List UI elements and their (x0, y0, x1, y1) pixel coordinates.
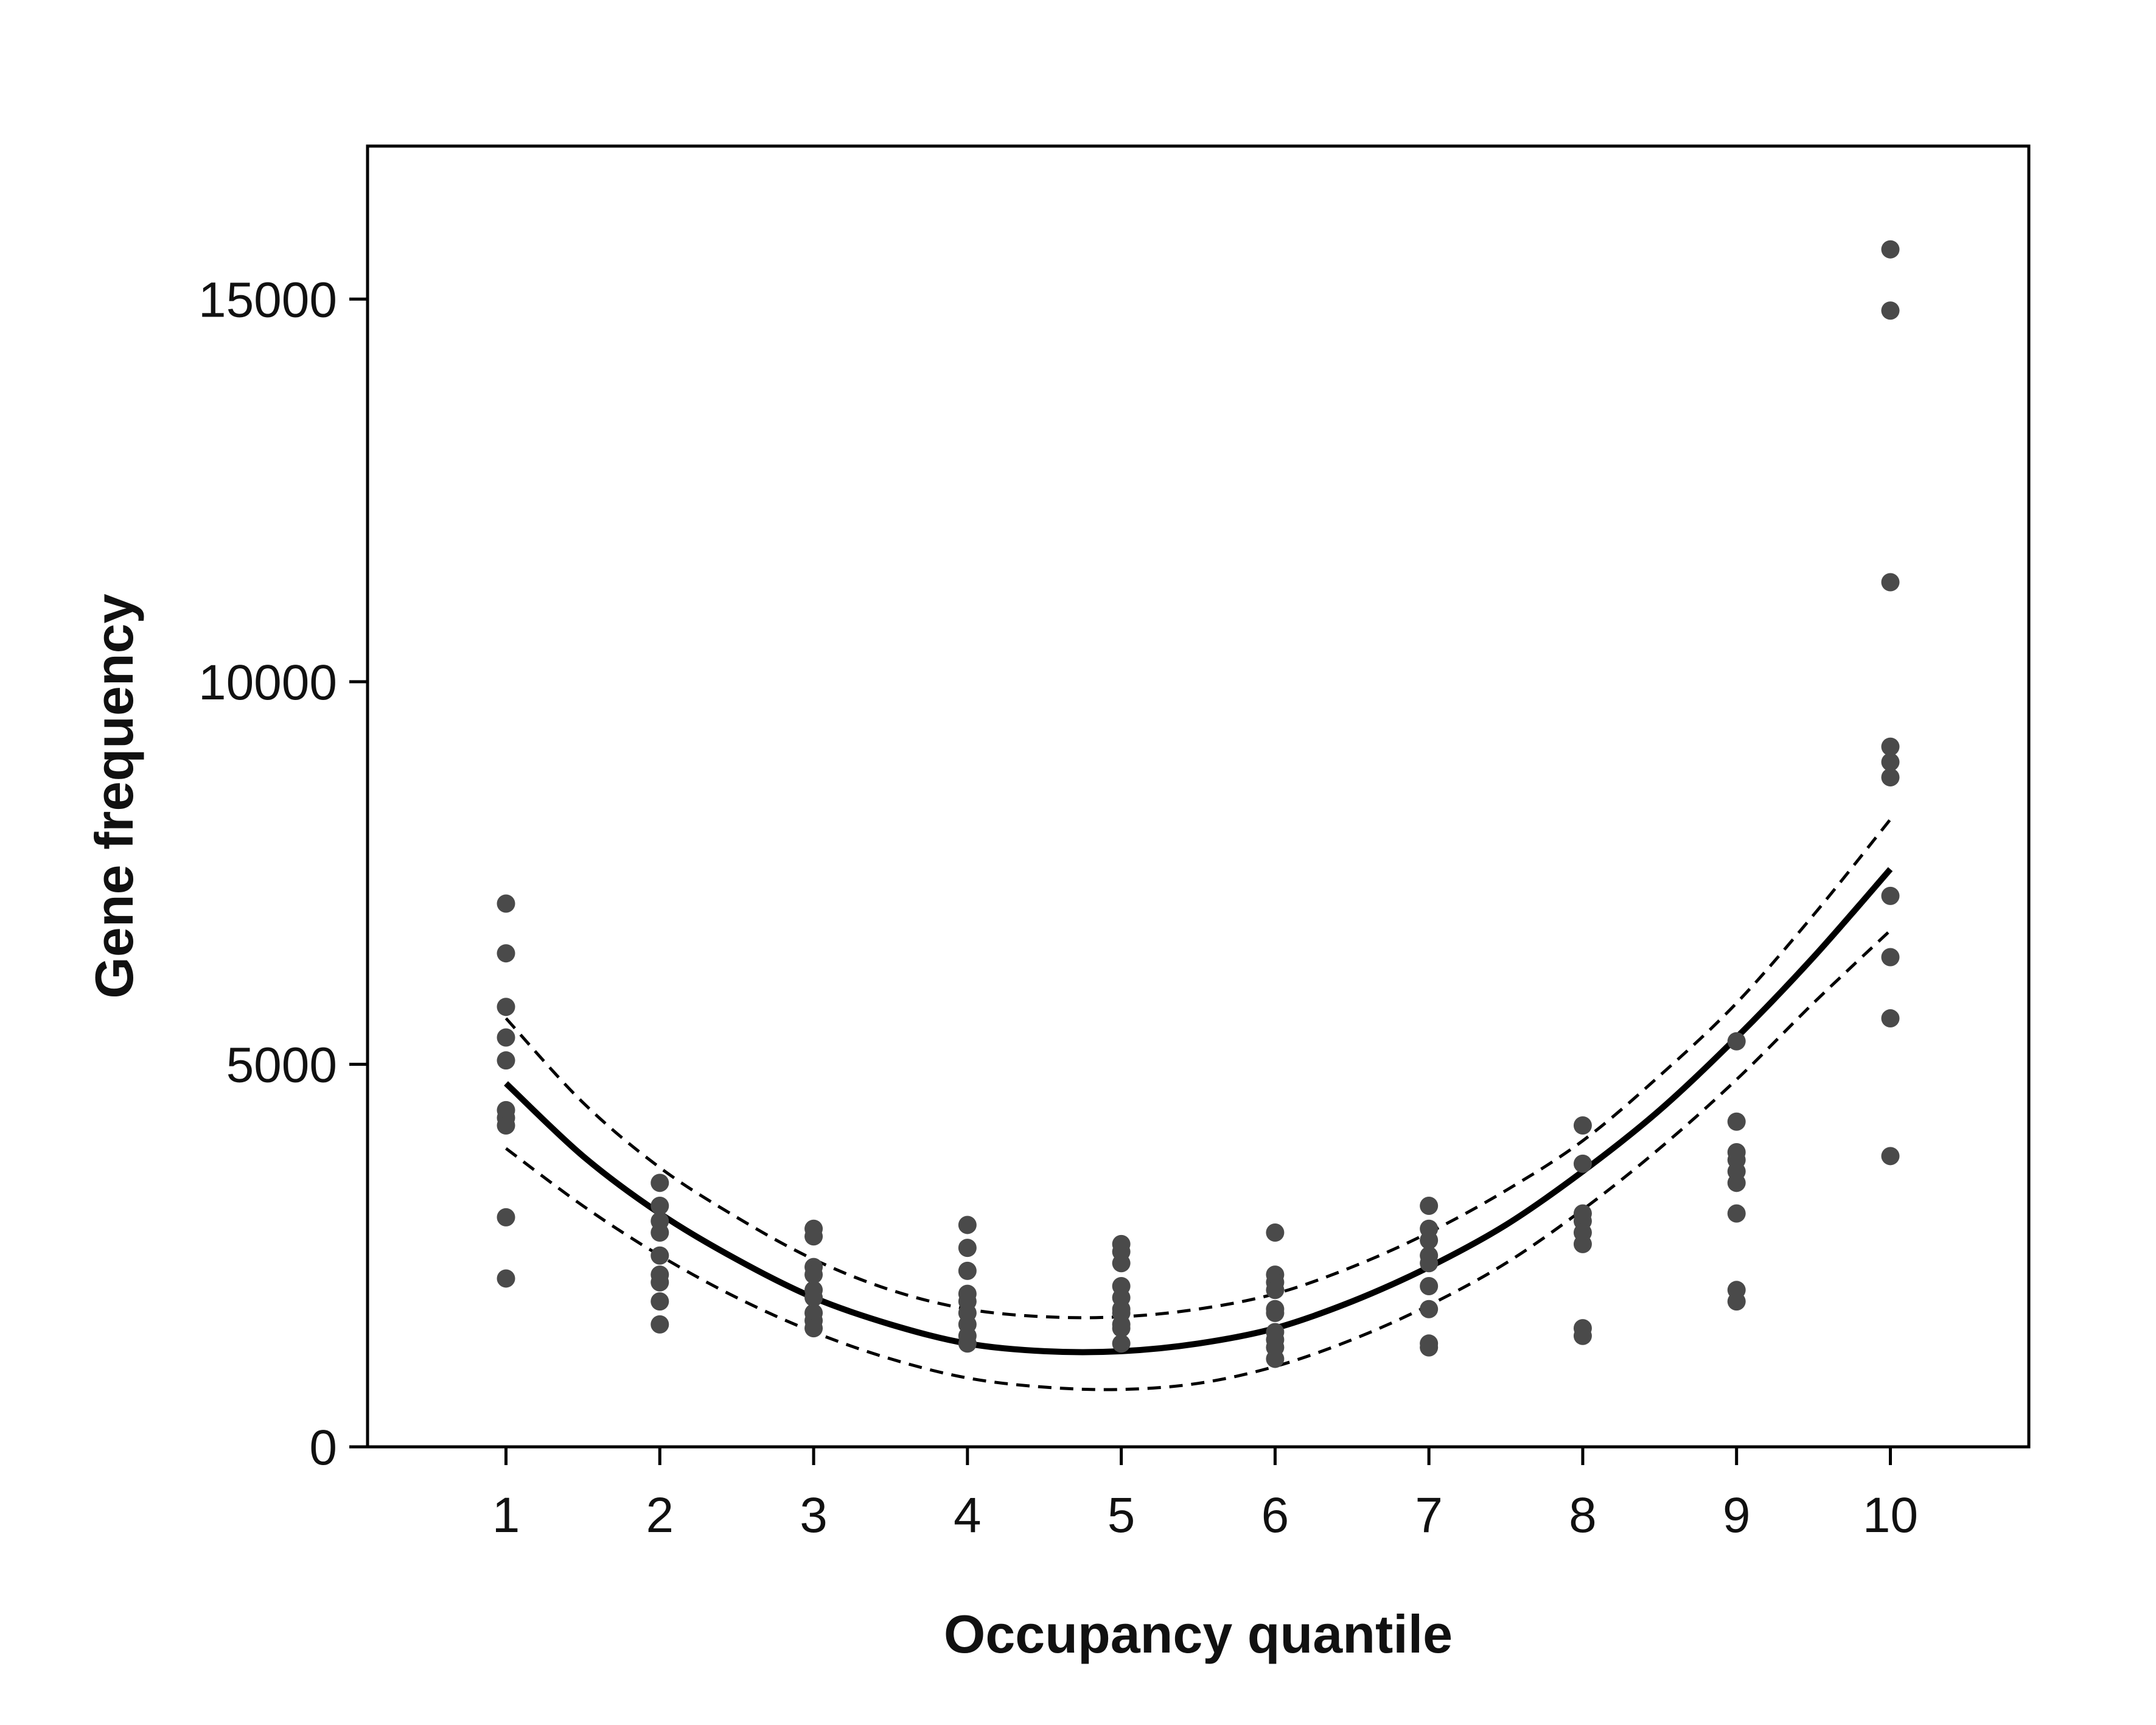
data-point (1266, 1223, 1285, 1242)
x-tick-label: 7 (1415, 1488, 1443, 1543)
data-point (1727, 1032, 1746, 1051)
data-point (1112, 1334, 1131, 1353)
x-tick-label: 6 (1261, 1488, 1289, 1543)
x-tick-label: 8 (1569, 1488, 1597, 1543)
data-point (958, 1334, 977, 1353)
lower-confidence-line (505, 929, 1892, 1391)
data-point (651, 1197, 669, 1216)
data-point (1881, 948, 1900, 967)
data-point (804, 1319, 823, 1338)
y-tick-label: 15000 (198, 272, 337, 327)
data-point (497, 1028, 515, 1047)
y-tick-label: 10000 (198, 655, 337, 710)
data-point (651, 1174, 669, 1192)
data-point (497, 944, 515, 963)
y-tick-label: 0 (309, 1420, 337, 1475)
data-point (651, 1315, 669, 1334)
data-point (1727, 1204, 1746, 1223)
data-point (1881, 573, 1900, 592)
data-point (1420, 1300, 1439, 1318)
data-point (1881, 301, 1900, 320)
data-point (497, 1269, 515, 1288)
data-point (1727, 1292, 1746, 1311)
data-point (804, 1227, 823, 1246)
data-point (1881, 886, 1900, 905)
data-point (1420, 1277, 1439, 1296)
data-point (1266, 1349, 1285, 1368)
data-point (651, 1223, 669, 1242)
data-point (1112, 1319, 1131, 1338)
data-point (1881, 768, 1900, 787)
data-point (651, 1292, 669, 1311)
data-point (497, 1051, 515, 1070)
data-points (497, 240, 1900, 1368)
x-tick-label: 9 (1723, 1488, 1751, 1543)
data-point (1727, 1174, 1746, 1192)
data-point (1881, 240, 1900, 259)
x-tick-label: 5 (1108, 1488, 1136, 1543)
x-tick-label: 2 (646, 1488, 674, 1543)
y-tick-label: 5000 (226, 1037, 337, 1093)
data-point (497, 1116, 515, 1135)
data-point (1881, 1009, 1900, 1028)
data-point (1420, 1254, 1439, 1273)
data-point (1573, 1234, 1592, 1253)
data-point (651, 1273, 669, 1292)
data-point (1573, 1154, 1592, 1173)
data-point (1420, 1338, 1439, 1357)
plot-frame (366, 144, 2031, 1449)
data-point (497, 894, 515, 913)
data-point (958, 1239, 977, 1258)
x-axis-title: Occupancy quantile (944, 1604, 1453, 1664)
upper-confidence-line (504, 818, 1892, 1320)
data-point (958, 1216, 977, 1234)
data-point (804, 1265, 823, 1284)
data-point (958, 1261, 977, 1280)
data-point (1112, 1254, 1131, 1273)
data-point (1881, 1147, 1900, 1166)
data-point (1420, 1197, 1439, 1216)
data-point (497, 998, 515, 1016)
data-point (1881, 737, 1900, 756)
y-axis: 0 5000 10000 15000 (198, 272, 368, 1475)
x-tick-label: 4 (954, 1488, 982, 1543)
data-point (1881, 752, 1900, 771)
x-tick-label: 10 (1863, 1488, 1918, 1543)
data-point (1573, 1326, 1592, 1345)
data-point (804, 1288, 823, 1307)
x-tick-label: 3 (800, 1488, 828, 1543)
data-point (1573, 1116, 1592, 1135)
data-point (497, 1208, 515, 1226)
data-point (1420, 1231, 1439, 1250)
x-axis: 1 2 3 4 5 6 7 8 9 10 (492, 1447, 1918, 1543)
data-point (651, 1246, 669, 1265)
x-tick-label: 1 (492, 1488, 520, 1543)
fit-curve (504, 867, 1893, 1356)
data-point (1266, 1281, 1285, 1300)
y-axis-title: Gene frequency (84, 593, 144, 998)
data-point (1266, 1304, 1285, 1323)
data-point (1727, 1112, 1746, 1131)
